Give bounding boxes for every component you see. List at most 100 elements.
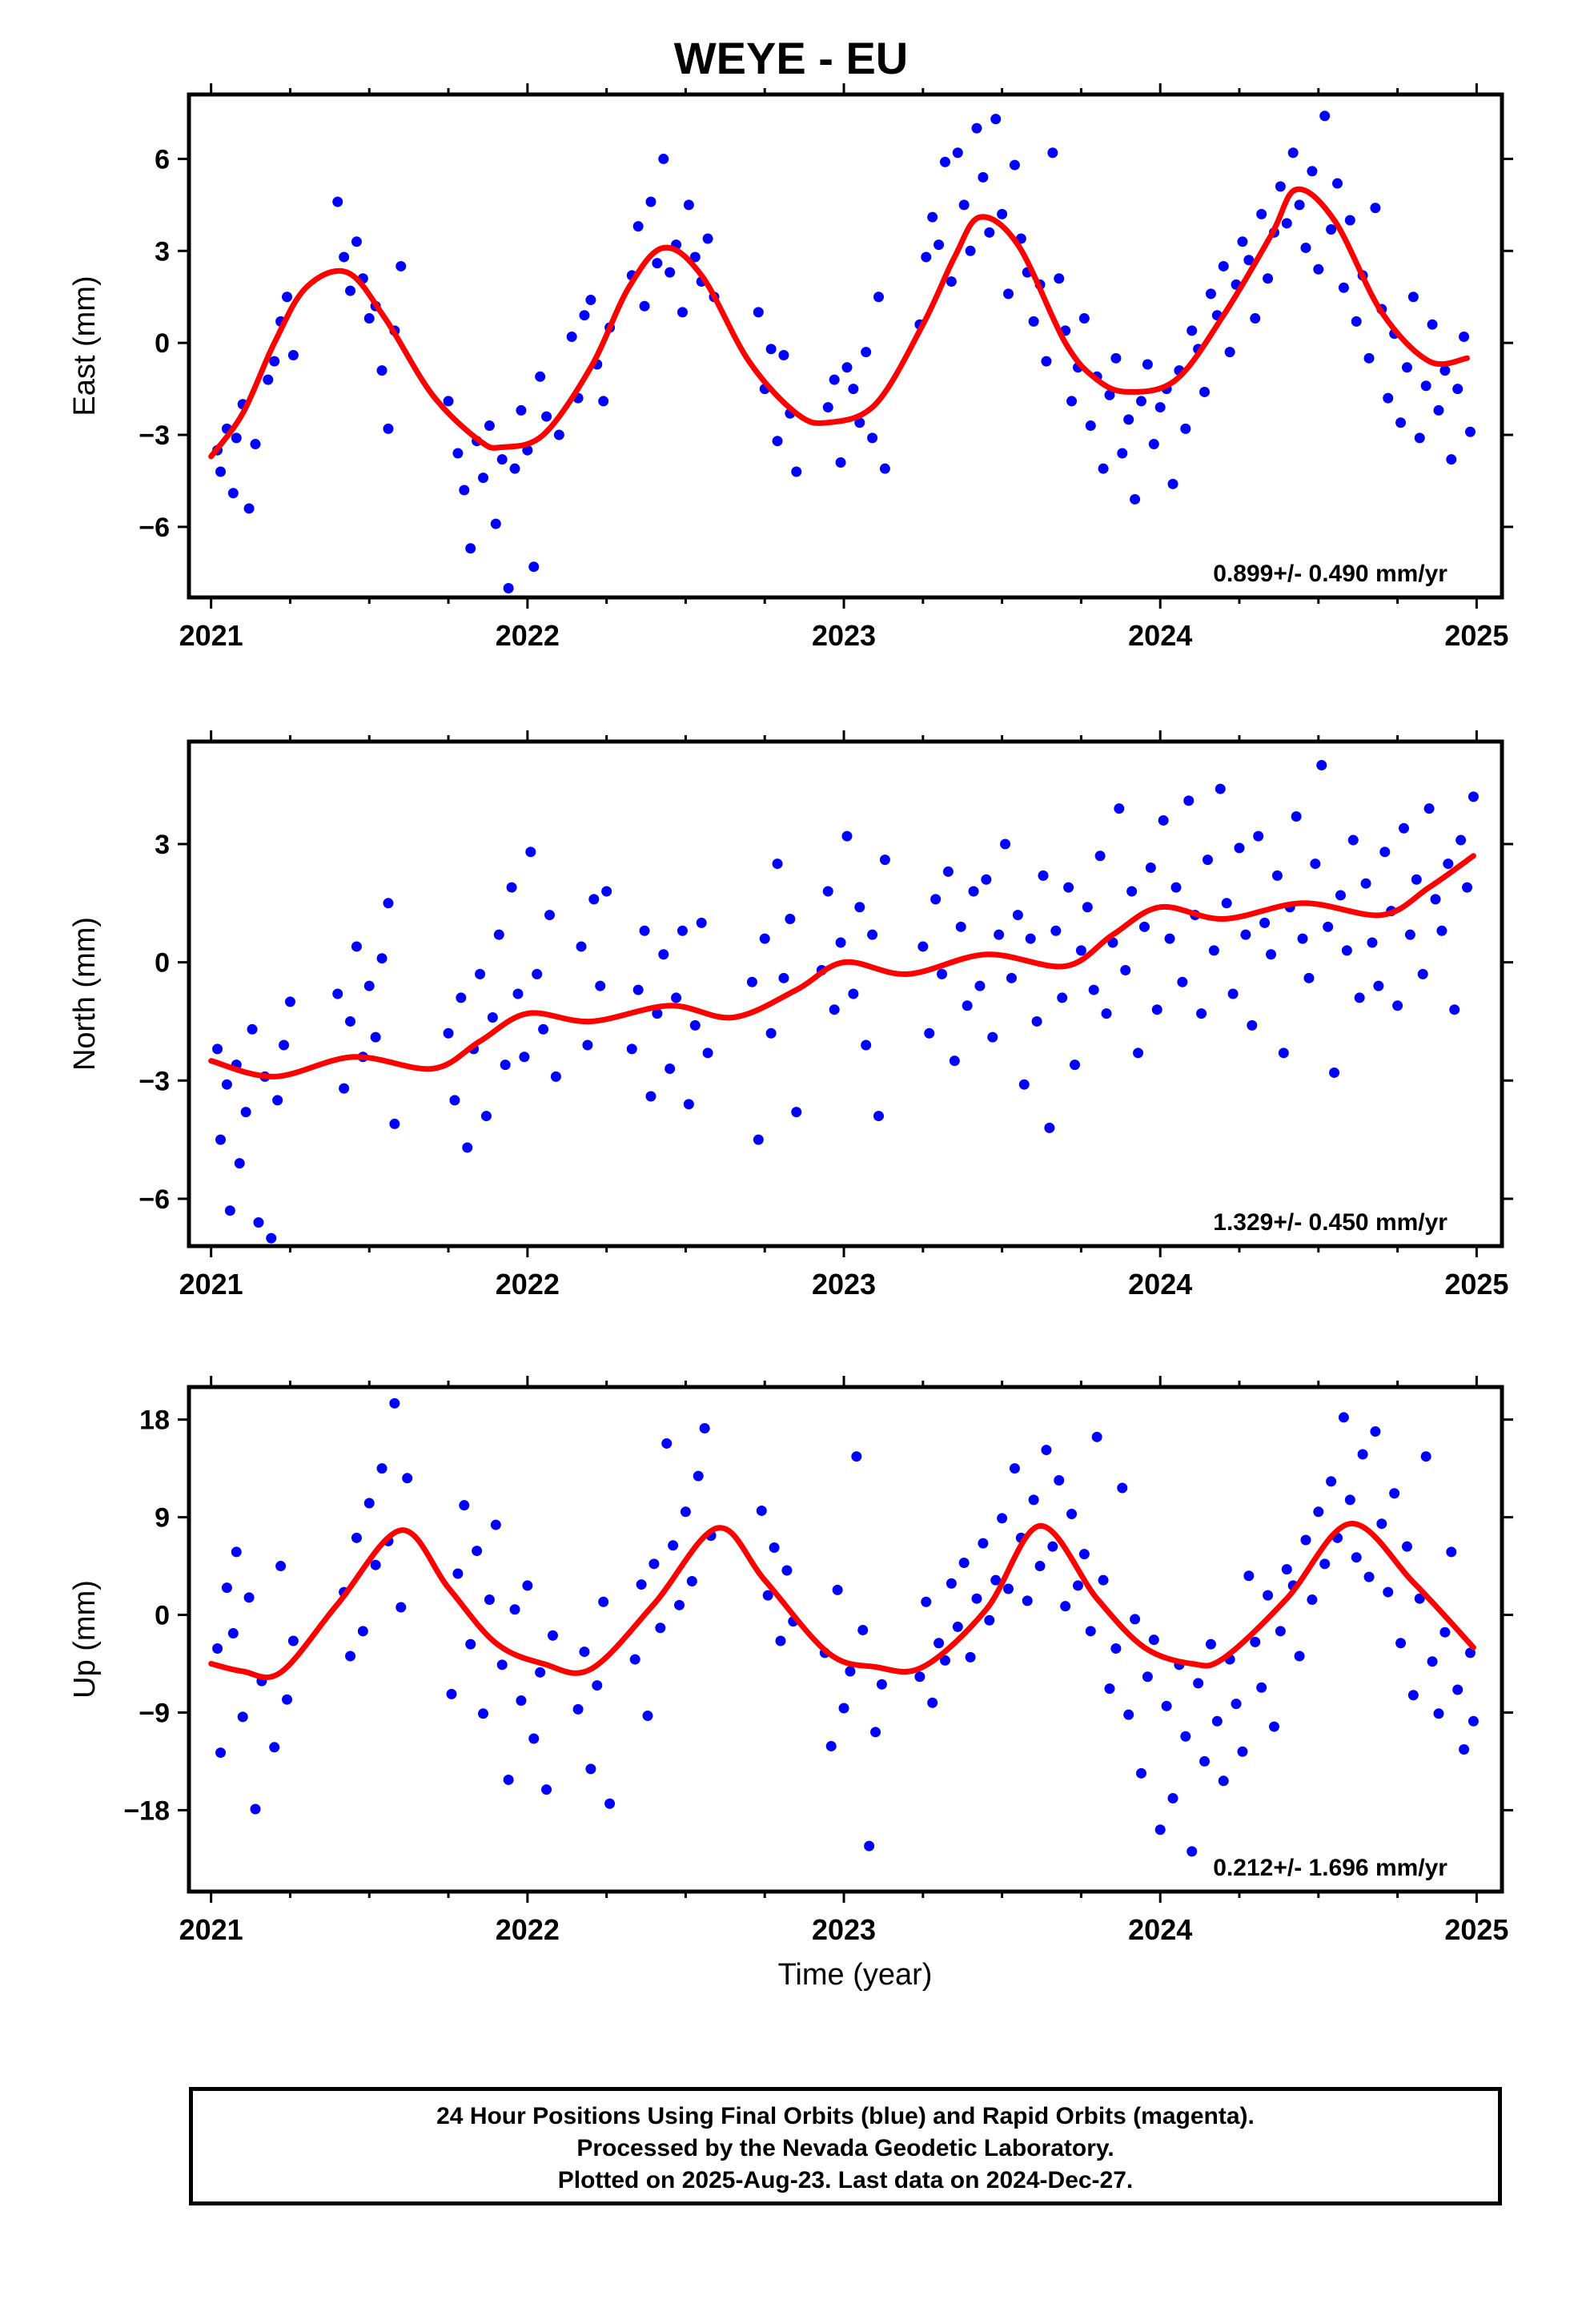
- east-data-point: [1130, 493, 1141, 505]
- east-data-point: [376, 365, 387, 376]
- up-data-point: [1054, 1475, 1065, 1486]
- up-y-tick-label: 18: [139, 1405, 170, 1436]
- up-data-point: [275, 1561, 287, 1572]
- north-x-tick-label: 2023: [812, 1268, 876, 1301]
- up-data-point: [1186, 1846, 1198, 1857]
- north-data-point: [1266, 949, 1277, 960]
- north-data-point: [544, 910, 556, 921]
- east-data-point: [459, 485, 470, 496]
- north-data-point: [1456, 834, 1467, 846]
- east-data-point: [1180, 423, 1191, 434]
- east-data-point: [997, 208, 1008, 219]
- up-data-point: [914, 1671, 926, 1683]
- up-data-point: [446, 1688, 457, 1699]
- up-data-point: [351, 1532, 362, 1543]
- north-data-point: [867, 929, 878, 940]
- north-data-point: [550, 1071, 561, 1082]
- up-data-point: [934, 1638, 945, 1649]
- up-data-point: [472, 1546, 483, 1557]
- north-data-point: [576, 941, 587, 952]
- up-data-point: [459, 1500, 470, 1511]
- north-data-point: [1183, 795, 1195, 806]
- north-data-point: [1025, 933, 1036, 944]
- up-data-point: [509, 1604, 520, 1615]
- up-panel: −18 −9 0 9 18 2021 2022 2023 2024 2025 Up (mm) 0.21…: [68, 1376, 1513, 1946]
- north-data-point: [443, 1027, 454, 1039]
- east-plot-frame: [187, 92, 1504, 600]
- east-data-point: [1294, 199, 1305, 211]
- north-data-point: [955, 921, 966, 932]
- north-data-point: [212, 1043, 223, 1055]
- up-data-point: [389, 1397, 400, 1409]
- north-data-point: [1291, 811, 1302, 822]
- east-data-point: [509, 463, 520, 474]
- up-data-point: [478, 1708, 489, 1719]
- up-data-point: [1370, 1426, 1381, 1437]
- east-x-tick-label: 2022: [496, 619, 560, 652]
- east-data-point: [841, 362, 853, 373]
- east-data-point: [683, 199, 694, 211]
- north-data-point: [240, 1107, 251, 1118]
- up-data-point: [825, 1740, 837, 1751]
- east-data-point: [516, 404, 527, 416]
- up-data-point: [363, 1498, 375, 1509]
- north-data-point: [949, 1055, 960, 1067]
- up-data-point: [1420, 1451, 1431, 1462]
- up-data-point: [1117, 1482, 1128, 1494]
- north-data-point: [658, 949, 669, 960]
- north-data-point: [1120, 964, 1131, 975]
- up-data-point: [1003, 1583, 1014, 1594]
- up-data-point: [528, 1733, 540, 1744]
- east-data-point: [1186, 325, 1198, 336]
- east-data-point: [1237, 236, 1248, 247]
- north-data-point: [1335, 890, 1346, 901]
- north-data-point: [247, 1023, 258, 1035]
- up-x-tick-label: 2024: [1128, 1913, 1192, 1946]
- up-data-point: [1326, 1476, 1337, 1487]
- north-y-tick-label: −6: [139, 1184, 170, 1215]
- up-data-point: [1022, 1595, 1033, 1606]
- north-y-tick-label: 3: [155, 830, 170, 860]
- up-data-point: [572, 1703, 584, 1715]
- east-data-point: [639, 300, 650, 312]
- north-data-point: [841, 830, 853, 842]
- north-data-point: [363, 980, 375, 991]
- east-data-point: [250, 439, 261, 450]
- north-data-point: [1070, 1059, 1081, 1071]
- east-data-point: [1439, 365, 1451, 376]
- north-data-point: [1057, 992, 1068, 1003]
- north-data-point: [1323, 921, 1334, 932]
- east-data-point: [351, 236, 362, 247]
- north-data-point: [1063, 882, 1074, 893]
- up-data-point: [1313, 1506, 1324, 1518]
- north-data-point: [879, 854, 890, 866]
- east-data-point: [227, 488, 239, 499]
- east-data-point: [363, 313, 375, 324]
- up-data-point: [1123, 1709, 1134, 1720]
- up-data-point: [370, 1559, 381, 1570]
- north-x-tick-label: 2021: [179, 1268, 243, 1301]
- up-data-point: [1009, 1463, 1020, 1474]
- up-data-point: [1250, 1636, 1261, 1647]
- up-data-point: [686, 1576, 697, 1587]
- north-data-point: [1449, 1004, 1460, 1015]
- north-data-point: [1423, 803, 1435, 814]
- up-x-tick-label: 2023: [812, 1913, 876, 1946]
- up-data-point: [876, 1679, 887, 1690]
- up-data-point: [585, 1763, 596, 1775]
- up-data-point: [1098, 1574, 1109, 1586]
- up-x-tick-label: 2021: [179, 1913, 243, 1946]
- up-data-point: [781, 1565, 793, 1576]
- up-data-point: [484, 1594, 495, 1606]
- north-model-curve: [208, 853, 1476, 1080]
- north-data-point: [671, 992, 682, 1003]
- east-data-point: [1154, 402, 1166, 413]
- north-data-point: [1247, 1019, 1258, 1031]
- north-data-point: [1133, 1047, 1144, 1059]
- east-data-point: [1395, 417, 1407, 428]
- up-data-point: [965, 1651, 976, 1663]
- up-data-point: [1199, 1755, 1211, 1767]
- up-data-point: [1389, 1488, 1400, 1499]
- east-data-point: [287, 349, 299, 360]
- north-data-point: [332, 988, 343, 999]
